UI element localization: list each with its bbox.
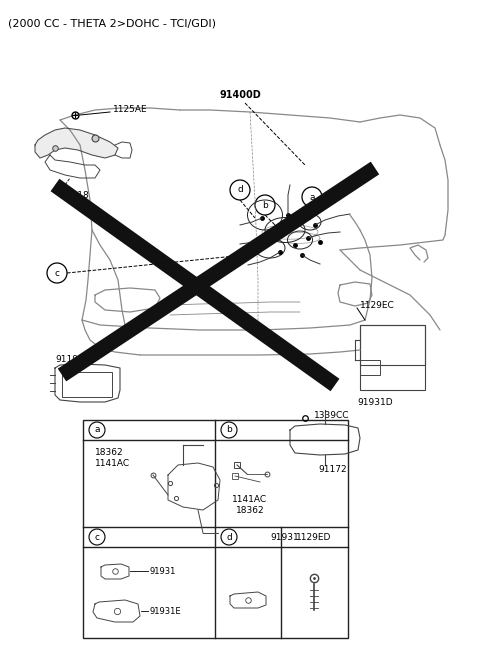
Text: 91931E: 91931E [150,607,181,615]
Text: b: b [226,426,232,434]
Bar [83,420,348,638]
Text: d: d [226,532,232,542]
Text: 91818: 91818 [60,191,89,199]
Text: 1141AC
18362: 1141AC 18362 [232,495,267,515]
Text: a: a [94,426,100,434]
Text: c: c [55,268,60,278]
Text: 91191F: 91191F [55,355,89,364]
Bar [360,360,380,375]
Bar [62,372,112,397]
Text: d: d [237,186,243,195]
Text: 18362
1141AC: 18362 1141AC [95,448,130,468]
Text: 91931: 91931 [150,567,176,576]
Text: b: b [262,201,268,209]
Text: 91931D: 91931D [357,398,393,407]
Text: 1125AE: 1125AE [113,105,148,114]
Text: 1339CC: 1339CC [314,411,349,420]
Bar [360,325,425,365]
Text: a: a [309,193,315,201]
Text: 1129EC: 1129EC [360,301,395,309]
Bar [360,325,425,390]
Text: 91172: 91172 [319,465,348,474]
Text: 91931: 91931 [270,532,299,542]
Text: 91400D: 91400D [219,90,261,100]
Text: c: c [95,532,99,542]
Polygon shape [35,128,118,158]
Text: (2000 CC - THETA 2>DOHC - TCI/GDI): (2000 CC - THETA 2>DOHC - TCI/GDI) [8,18,216,28]
Text: 1129ED: 1129ED [296,532,332,542]
